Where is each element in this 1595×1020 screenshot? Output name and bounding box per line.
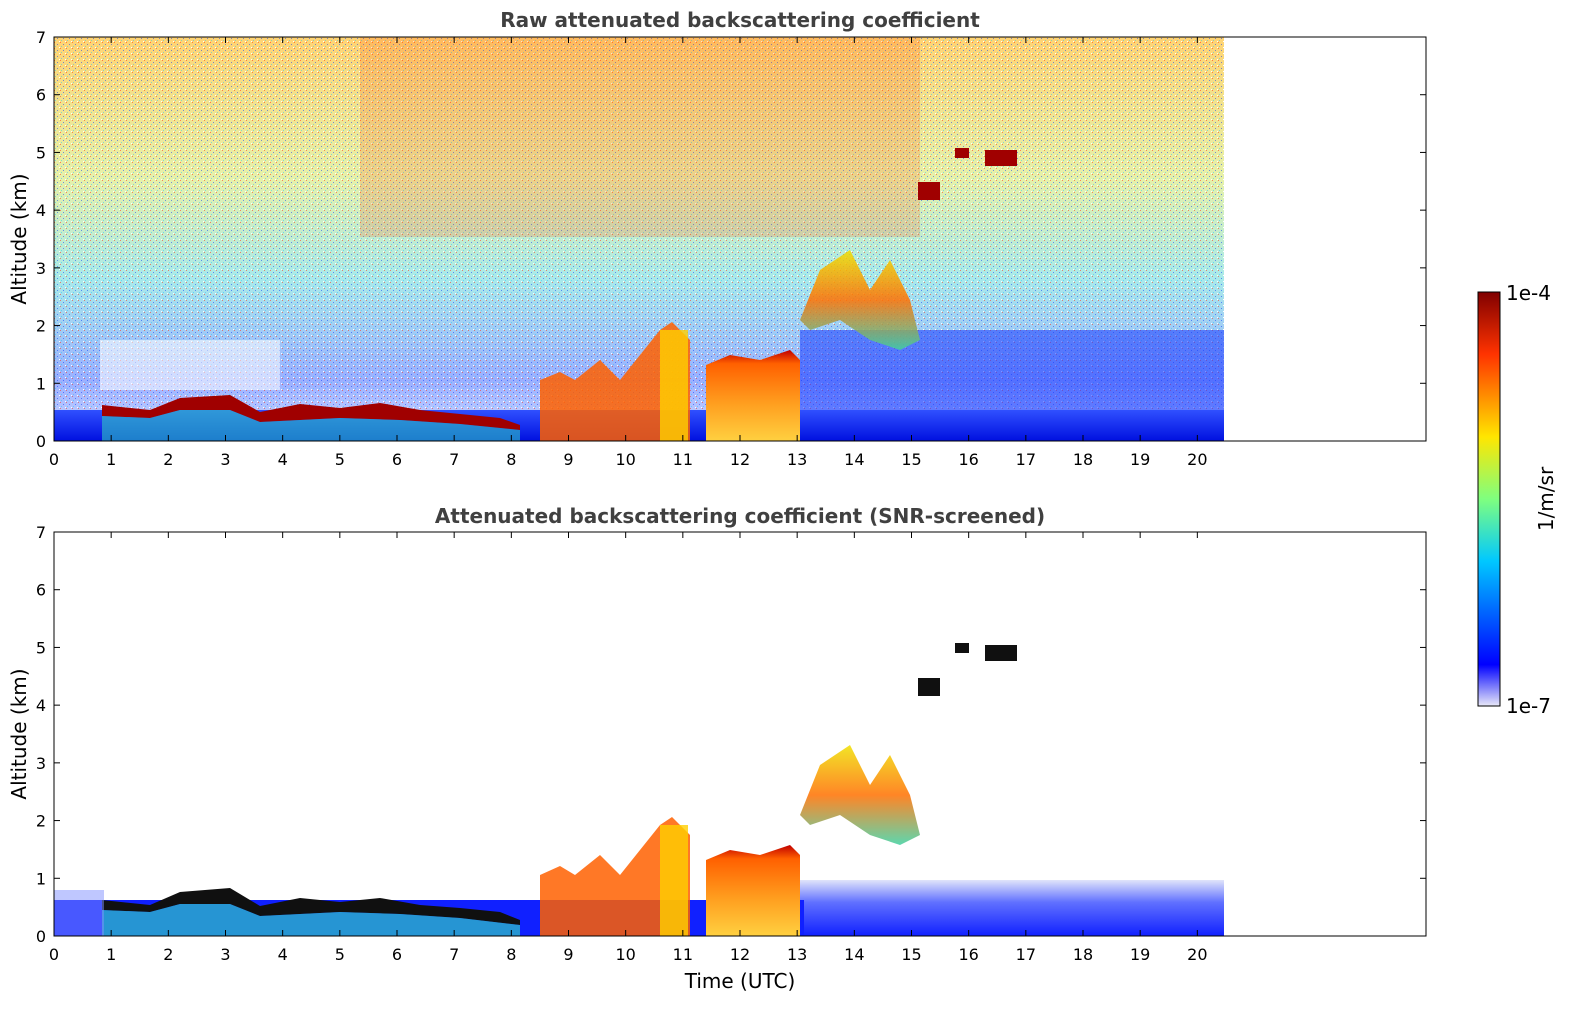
x-tick-label: 14 [844, 945, 864, 964]
top-white-gap-left [100, 340, 280, 390]
top-heatmap [54, 37, 1224, 441]
y-tick-label: 3 [36, 754, 46, 773]
y-tick-label: 4 [36, 201, 46, 220]
x-tick-label: 19 [1130, 945, 1150, 964]
x-tick-label: 20 [1187, 945, 1207, 964]
bottom-low-cloud-left-core [660, 825, 688, 936]
colorbar-min-label: 1e-7 [1506, 694, 1551, 718]
y-tick-label: 2 [36, 812, 46, 831]
x-tick-label: 15 [901, 450, 921, 469]
bottom-upper-cloud-b [955, 643, 969, 653]
x-tick-label: 18 [1073, 945, 1093, 964]
x-tick-label: 18 [1073, 450, 1093, 469]
x-tick-label: 14 [844, 450, 864, 469]
x-tick-label: 8 [506, 450, 516, 469]
top-y-ticks: 0 1 2 3 4 5 6 7 [36, 28, 1426, 451]
x-tick-label: 5 [335, 450, 345, 469]
x-tick-label: 11 [673, 450, 693, 469]
y-tick-label: 6 [36, 86, 46, 105]
y-tick-label: 3 [36, 259, 46, 278]
x-tick-label: 2 [163, 945, 173, 964]
y-tick-label: 0 [36, 927, 46, 946]
x-tick-label: 3 [220, 945, 230, 964]
x-tick-label: 10 [615, 945, 635, 964]
colorbar-unit-label: 1/m/sr [1534, 466, 1558, 531]
x-tick-label: 13 [787, 945, 807, 964]
x-tick-label: 9 [563, 945, 573, 964]
x-tick-label: 16 [958, 945, 978, 964]
x-tick-label: 7 [449, 450, 459, 469]
x-tick-label: 0 [49, 945, 59, 964]
top-x-ticks: 0 1 2 3 4 5 6 7 8 9 10 11 12 13 14 15 16 17 18 19 20 [49, 37, 1208, 469]
bottom-boundary-layer-teal [102, 904, 520, 936]
x-tick-label: 1 [106, 945, 116, 964]
top-low-cloud-left-core [660, 330, 688, 441]
x-tick-label: 13 [787, 450, 807, 469]
x-tick-label: 1 [106, 450, 116, 469]
x-tick-label: 16 [958, 450, 978, 469]
top-mid-cloud [800, 250, 920, 350]
colorbar-gradient [1477, 291, 1501, 707]
top-low-cloud-left [540, 322, 690, 441]
x-tick-label: 6 [392, 450, 402, 469]
bottom-mid-cloud [800, 745, 920, 845]
x-tick-label: 2 [163, 450, 173, 469]
bottom-ground-layer [800, 880, 1224, 936]
x-tick-label: 10 [615, 450, 635, 469]
x-tick-label: 17 [1016, 945, 1036, 964]
colorbar-max-label: 1e-4 [1506, 281, 1551, 305]
bottom-x-axis-label: Time (UTC) [684, 969, 796, 993]
colorbar: 1e-4 1e-7 1/m/sr [1477, 281, 1558, 718]
x-tick-label: 17 [1016, 450, 1036, 469]
top-boundary-layer-teal [102, 410, 520, 441]
bottom-low-cloud-right [706, 845, 800, 936]
x-tick-label: 7 [449, 945, 459, 964]
y-tick-label: 1 [36, 869, 46, 888]
x-tick-label: 15 [901, 945, 921, 964]
bottom-panel-title: Attenuated backscattering coefficient (S… [435, 504, 1045, 528]
x-tick-label: 4 [278, 450, 288, 469]
y-tick-label: 7 [36, 523, 46, 542]
top-panel: Raw attenuated backscattering coefficien… [7, 8, 1427, 469]
x-tick-label: 3 [220, 450, 230, 469]
y-tick-label: 1 [36, 374, 46, 393]
bottom-low-cloud-left [540, 817, 690, 936]
top-boundary-layer [102, 395, 520, 430]
y-tick-label: 5 [36, 638, 46, 657]
x-tick-label: 4 [278, 945, 288, 964]
top-upper-cloud-b [955, 148, 969, 158]
top-hot-noise [360, 37, 920, 237]
x-tick-label: 19 [1130, 450, 1150, 469]
bottom-screened-haze [54, 890, 104, 936]
x-tick-label: 12 [730, 450, 750, 469]
x-tick-label: 11 [673, 945, 693, 964]
bottom-panel: Attenuated backscattering coefficient (S… [7, 504, 1427, 993]
x-tick-label: 12 [730, 945, 750, 964]
top-low-cloud-right [706, 350, 800, 441]
y-tick-label: 2 [36, 317, 46, 336]
bottom-x-ticks: 0 1 2 3 4 5 6 7 8 9 10 11 12 13 14 15 16 17 18 19 20 [49, 532, 1208, 964]
bottom-upper-cloud-a [918, 678, 940, 696]
bottom-y-ticks: 0 1 2 3 4 5 6 7 [36, 523, 1426, 946]
x-tick-label: 20 [1187, 450, 1207, 469]
y-tick-label: 7 [36, 28, 46, 47]
y-tick-label: 0 [36, 432, 46, 451]
top-upper-cloud-a [918, 182, 940, 200]
x-tick-label: 8 [506, 945, 516, 964]
y-tick-label: 4 [36, 696, 46, 715]
bottom-boundary-layer [102, 888, 520, 925]
bottom-heatmap [54, 643, 1224, 936]
x-tick-label: 9 [563, 450, 573, 469]
y-tick-label: 6 [36, 581, 46, 600]
bottom-y-axis-label: Altitude (km) [7, 668, 31, 799]
x-tick-label: 6 [392, 945, 402, 964]
top-upper-cloud-c [985, 150, 1017, 166]
x-tick-label: 5 [335, 945, 345, 964]
bottom-upper-cloud-c [985, 645, 1017, 661]
top-y-axis-label: Altitude (km) [7, 173, 31, 304]
x-tick-label: 0 [49, 450, 59, 469]
top-panel-title: Raw attenuated backscattering coefficien… [500, 8, 980, 32]
y-tick-label: 5 [36, 143, 46, 162]
